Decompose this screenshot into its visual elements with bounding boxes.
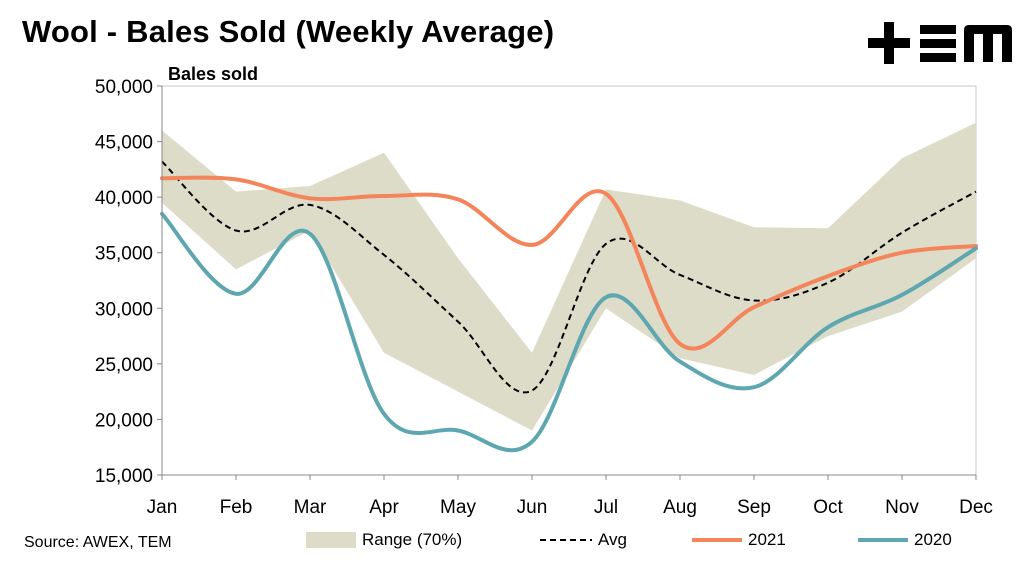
y-tick-label: 45,000 <box>95 133 153 154</box>
logo-e-top <box>920 25 956 34</box>
x-tick-label: Jul <box>594 497 618 518</box>
legend-swatch-avg <box>540 539 592 541</box>
legend-item-avg: Avg <box>540 528 627 552</box>
x-tick-label: Apr <box>369 497 399 518</box>
legend-item-2020: 2020 <box>858 528 952 552</box>
y-axis-label: Bales sold <box>168 64 258 84</box>
logo-plus-vertical <box>884 22 894 64</box>
range-band <box>162 122 976 431</box>
legend-label-2020: 2020 <box>914 530 952 549</box>
legend-label-range: Range (70%) <box>362 530 463 549</box>
x-tick-label: May <box>440 497 476 518</box>
legend-swatch-2020 <box>858 538 908 542</box>
series-line-avg <box>161 160 977 394</box>
legend-label-avg: Avg <box>598 530 627 549</box>
logo-m <box>964 25 1012 62</box>
y-tick-label: 35,000 <box>95 244 153 265</box>
x-tick-label: Feb <box>220 497 253 518</box>
y-tick-label: 25,000 <box>95 355 153 376</box>
x-tick-label: Mar <box>294 497 327 518</box>
x-tick-label: Sep <box>737 497 771 518</box>
y-tick-label: 50,000 <box>95 77 153 98</box>
x-tick-label: Nov <box>885 497 919 518</box>
chart-title: Wool - Bales Sold (Weekly Average) <box>22 14 555 49</box>
legend-item-range: Range (70%) <box>306 528 462 552</box>
y-tick-label: 20,000 <box>95 410 153 431</box>
tem-logo <box>868 22 1012 64</box>
y-tick-label: 40,000 <box>95 188 153 209</box>
y-tick-label: 30,000 <box>95 299 153 320</box>
legend-swatch-range <box>306 532 356 548</box>
series-line-2021 <box>160 175 978 351</box>
x-tick-label: Oct <box>813 497 843 518</box>
logo-e-bottom <box>920 53 956 62</box>
legend-item-2021: 2021 <box>692 528 786 552</box>
y-tick-label: 15,000 <box>95 466 153 487</box>
x-tick-label: Dec <box>959 497 993 518</box>
logo-e-middle <box>920 39 956 48</box>
legend-swatch-2021 <box>692 538 742 542</box>
series-line-2020 <box>160 211 978 453</box>
x-tick-label: Jan <box>147 497 178 518</box>
legend-label-2021: 2021 <box>748 530 786 549</box>
x-tick-label: Aug <box>663 497 697 518</box>
source-note: Source: AWEX, TEM <box>24 534 172 551</box>
x-tick-label: Jun <box>517 497 548 518</box>
